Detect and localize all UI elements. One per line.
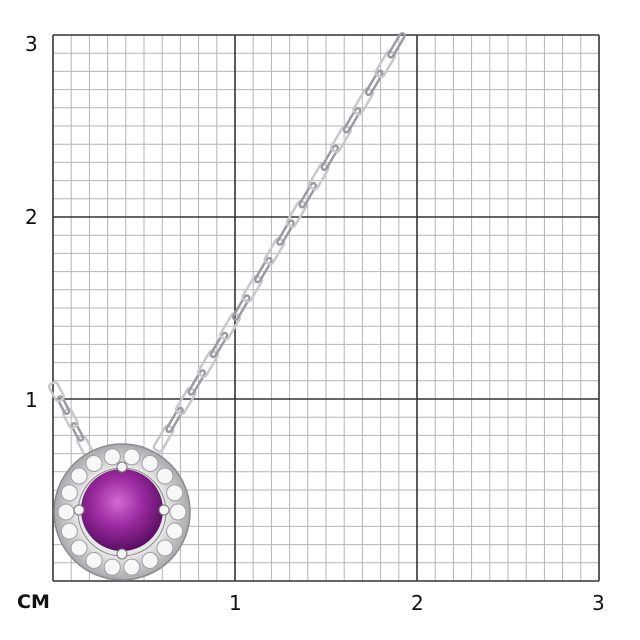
grid-lines [52,34,600,582]
chain-link [241,274,264,303]
chain-link [187,369,207,396]
halo-diamond [166,484,184,502]
chain-link [70,422,85,442]
y-label-3: 3 [25,32,38,56]
halo-diamond [103,558,121,576]
halo-diamond [166,522,184,540]
chain-link [387,32,406,59]
halo-diamond [156,539,174,557]
x-label-1: 1 [229,591,242,615]
chain-link [254,256,273,284]
chain-link [174,387,197,416]
unit-label: CM [17,591,50,613]
halo-diamond [141,455,159,473]
chain-link [364,69,384,97]
chain-link [219,312,242,341]
chain-link [307,162,330,191]
halo-diamond [70,539,88,557]
chain-link [209,331,229,359]
chain-link [263,237,286,266]
x-label-3: 3 [592,591,605,615]
chain-link [56,395,71,415]
chain-link [276,219,295,246]
halo-diamond [85,551,103,569]
chain-link [61,407,80,430]
chain-link [320,144,340,171]
halo-diamond [57,503,75,521]
y-label-1: 1 [25,388,38,412]
halo-diamond [85,455,103,473]
halo-diamond [60,522,78,540]
center-stone [81,469,163,551]
halo-diamond [141,551,159,569]
chain-link [196,349,219,378]
halo-diamond [70,467,88,485]
chain-link [285,199,308,229]
pendant-necklace-image [47,32,406,581]
chain-link [352,87,375,116]
chain-link [330,124,352,154]
halo-diamond [156,467,174,485]
chain-link [231,294,251,321]
y-label-2: 2 [25,205,38,229]
halo-diamond [103,448,121,466]
chain-link [342,107,362,134]
chain-link [152,424,175,453]
chain [47,32,406,456]
halo-diamond [169,503,187,521]
chain-link [374,49,397,79]
halo-diamond [123,448,141,466]
chain-link [298,181,318,209]
halo-diamonds [57,448,187,576]
x-label-2: 2 [411,591,424,615]
chain-link [47,381,66,403]
halo-diamond [123,558,141,576]
halo-diamond [60,484,78,502]
chain-link [165,406,184,434]
